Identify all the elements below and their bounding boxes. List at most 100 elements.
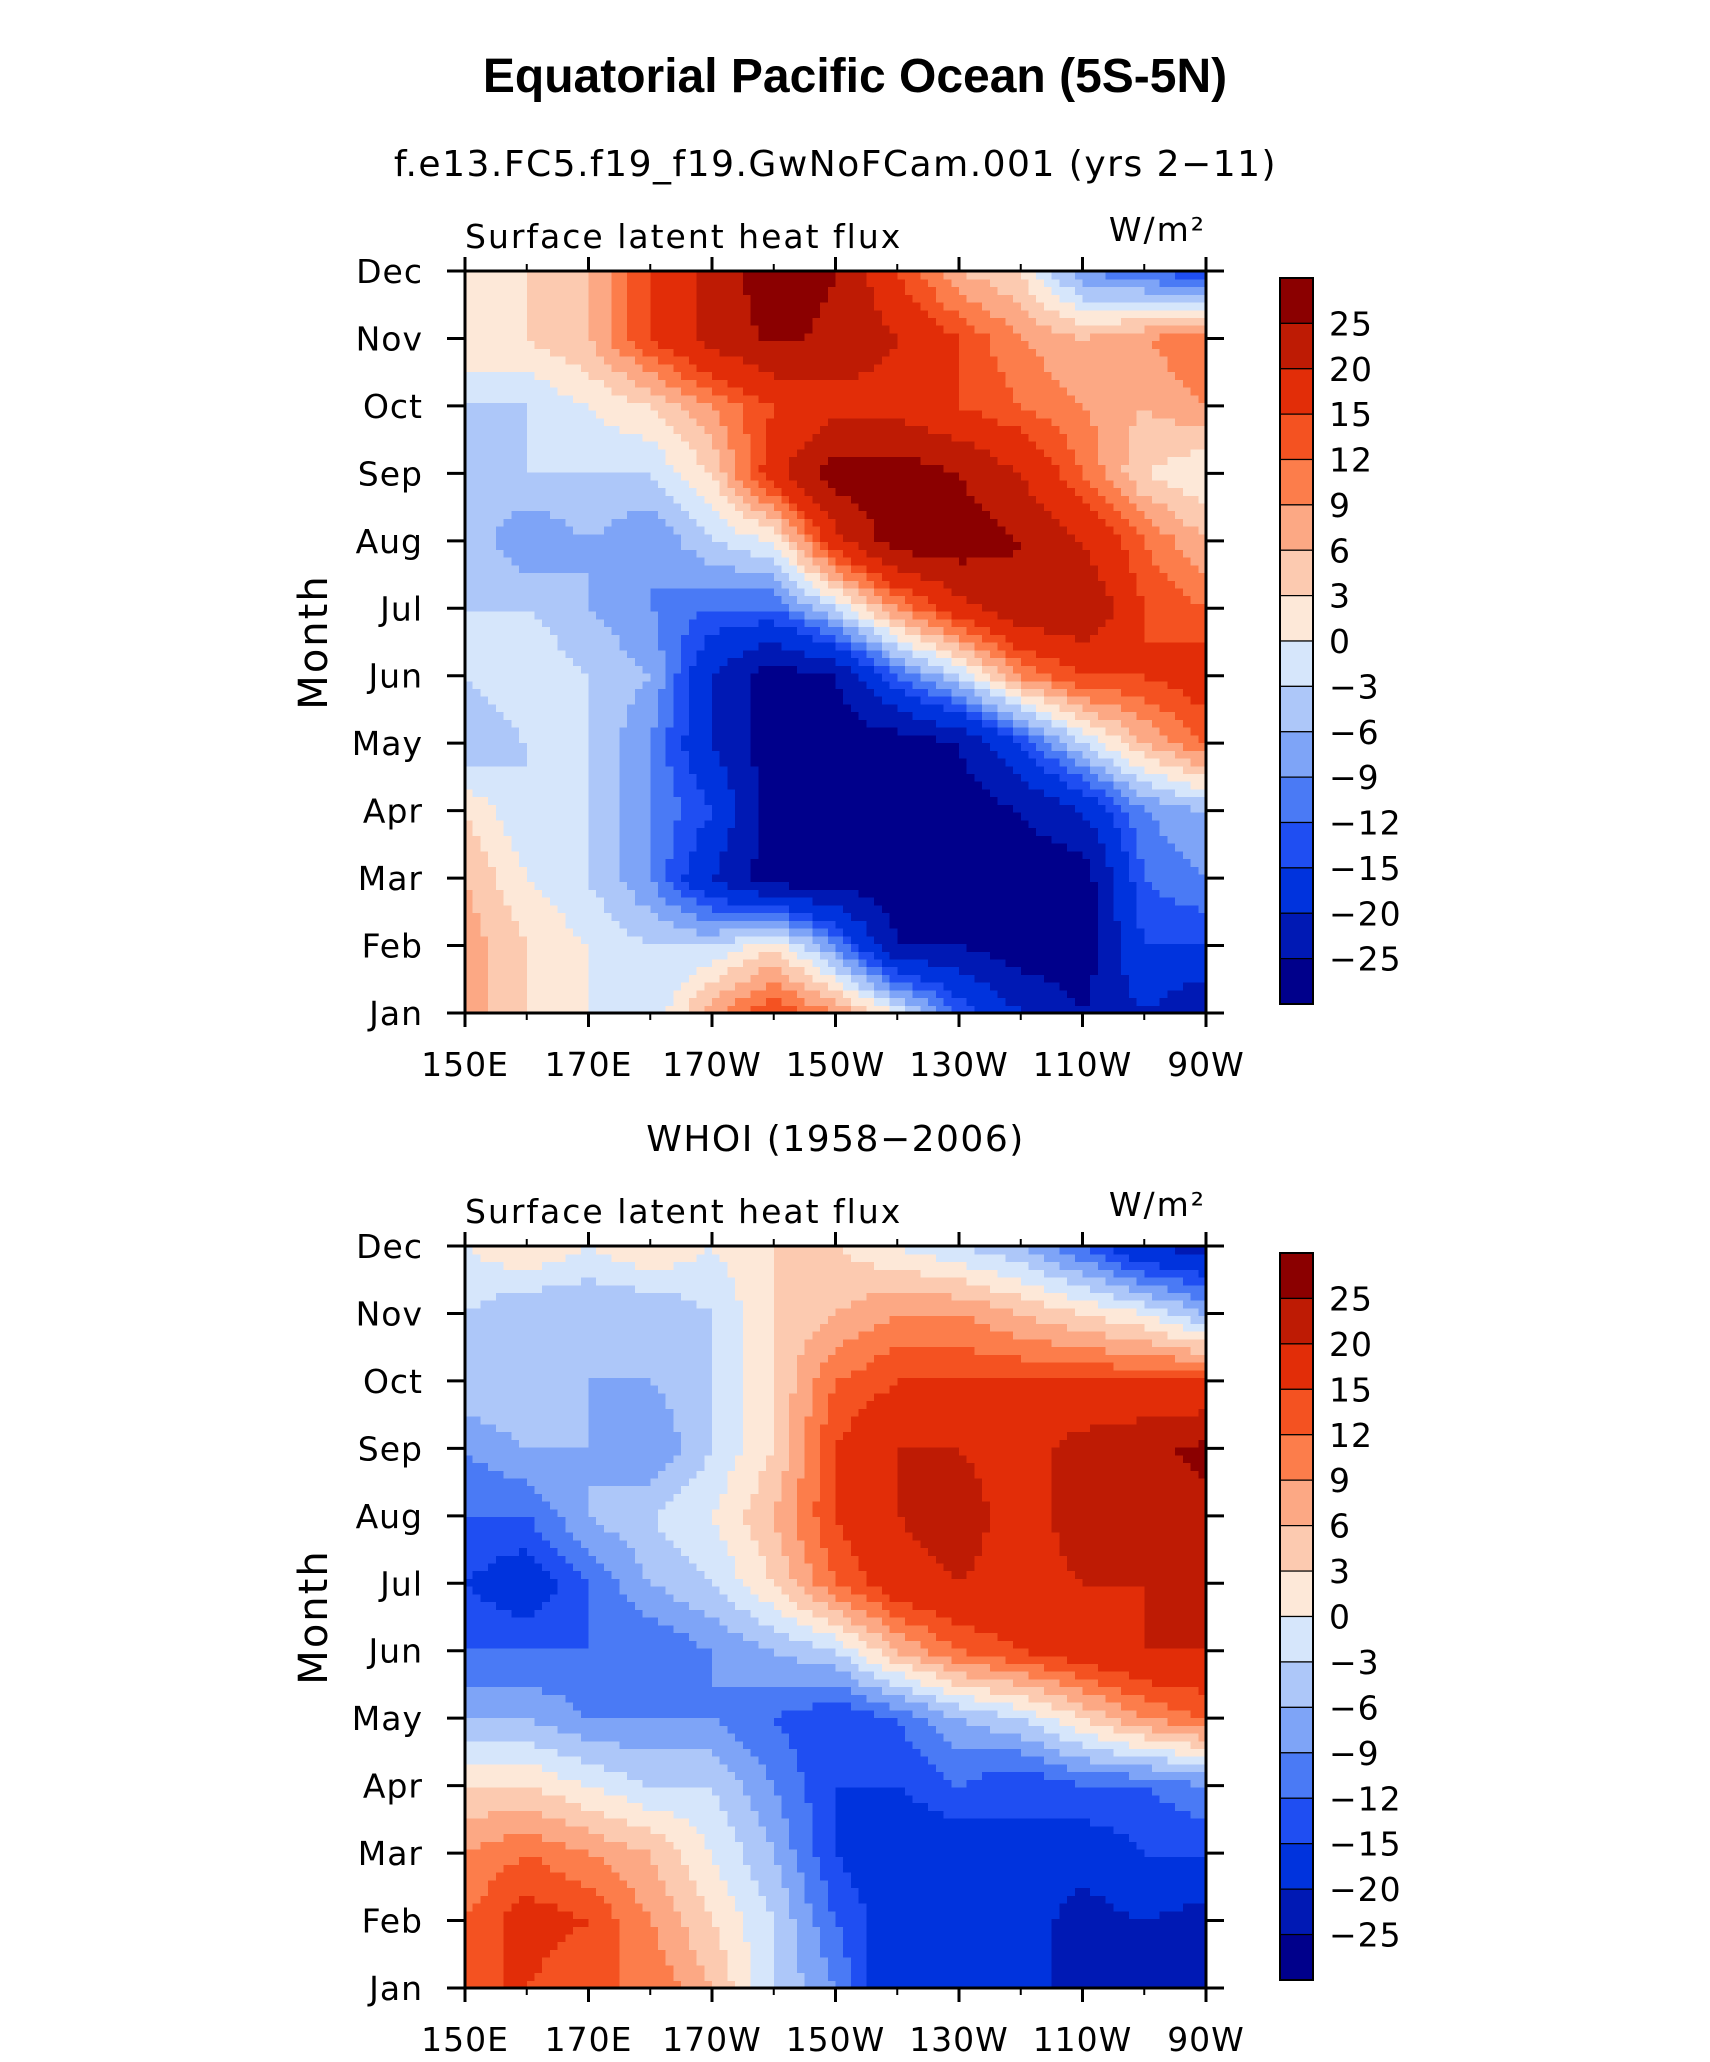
contour-cell xyxy=(549,804,559,813)
contour-cell xyxy=(1113,927,1122,937)
contour-cell xyxy=(1175,974,1184,983)
contour-cell xyxy=(573,665,582,674)
contour-cell xyxy=(789,897,798,906)
contour-cell xyxy=(642,649,651,659)
contour-cell xyxy=(642,788,651,798)
contour-cell xyxy=(820,618,829,628)
contour-cell xyxy=(495,757,505,767)
contour-cell xyxy=(511,734,520,744)
contour-cell xyxy=(603,966,613,975)
contour-cell xyxy=(812,881,821,890)
contour-cell xyxy=(1190,974,1199,983)
contour-cell xyxy=(1121,696,1130,705)
contour-cell xyxy=(1113,804,1122,813)
contour-cell xyxy=(974,873,983,883)
contour-cell xyxy=(642,672,651,682)
contour-cell xyxy=(1159,796,1169,805)
contour-cell xyxy=(480,974,489,983)
contour-cell xyxy=(1020,889,1030,898)
contour-cell xyxy=(1175,866,1184,875)
contour-cell xyxy=(1020,873,1030,883)
contour-cell xyxy=(573,734,582,744)
contour-cell xyxy=(881,796,891,805)
contour-cell xyxy=(627,966,636,975)
contour-cell xyxy=(1113,958,1122,968)
contour-cell xyxy=(696,796,705,805)
contour-cell xyxy=(480,742,489,751)
contour-cell xyxy=(611,719,620,728)
contour-cell xyxy=(1059,897,1068,906)
contour-cell xyxy=(534,734,543,744)
contour-cell xyxy=(1097,618,1107,628)
contour-cell xyxy=(858,696,867,705)
contour-cell xyxy=(796,850,806,860)
contour-cell xyxy=(1144,866,1153,875)
contour-cell xyxy=(742,765,752,774)
contour-cell xyxy=(1097,881,1107,890)
contour-cell xyxy=(773,935,783,945)
contour-cell xyxy=(1190,642,1199,651)
contour-cell xyxy=(503,781,512,790)
contour-cell xyxy=(573,912,582,921)
contour-cell xyxy=(866,920,875,929)
contour-cell xyxy=(557,974,566,983)
contour-cell xyxy=(1043,773,1053,782)
contour-cell xyxy=(904,796,914,805)
contour-cell xyxy=(588,788,597,798)
contour-cell xyxy=(982,912,991,921)
contour-cell xyxy=(889,750,898,759)
contour-cell xyxy=(603,642,613,651)
contour-cell xyxy=(1043,703,1053,713)
contour-cell xyxy=(611,850,620,860)
contour-cell xyxy=(542,611,551,620)
contour-cell xyxy=(1105,688,1114,697)
contour-cell xyxy=(928,842,937,852)
contour-cell xyxy=(1074,657,1084,666)
contour-cell xyxy=(526,920,536,929)
contour-cell xyxy=(835,657,844,666)
contour-cell xyxy=(1128,788,1138,798)
contour-cell xyxy=(650,719,659,728)
contour-cell xyxy=(827,842,837,852)
contour-cell xyxy=(665,796,675,805)
contour-cell xyxy=(565,680,574,689)
contour-cell xyxy=(1128,742,1138,751)
contour-cell xyxy=(580,842,590,852)
contour-cell xyxy=(542,626,551,635)
contour-cell xyxy=(611,680,620,689)
contour-cell xyxy=(542,858,551,867)
contour-cell xyxy=(866,734,875,744)
contour-cell xyxy=(603,649,613,659)
contour-cell xyxy=(1020,665,1030,674)
contour-cell xyxy=(1090,904,1099,914)
contour-cell xyxy=(959,665,968,674)
contour-cell xyxy=(1051,703,1060,713)
contour-cell xyxy=(596,989,605,999)
contour-cell xyxy=(920,897,929,906)
contour-cell xyxy=(503,765,512,774)
contour-cell xyxy=(719,812,729,821)
contour-cell xyxy=(866,943,875,952)
contour-cell xyxy=(688,773,698,782)
contour-cell xyxy=(850,765,860,774)
contour-cell xyxy=(673,796,682,805)
contour-cell xyxy=(495,912,505,921)
contour-cell xyxy=(511,812,520,821)
contour-cell xyxy=(812,649,821,659)
contour-cell xyxy=(650,711,659,720)
contour-cell xyxy=(904,881,914,890)
contour-cell xyxy=(1082,881,1091,890)
contour-cell xyxy=(889,734,898,744)
contour-cell xyxy=(503,703,512,713)
contour-cell xyxy=(781,935,790,945)
contour-cell xyxy=(928,927,937,937)
contour-cell xyxy=(766,734,775,744)
contour-cell xyxy=(657,835,667,844)
contour-cell xyxy=(866,796,875,805)
contour-cell xyxy=(1067,897,1076,906)
contour-cell xyxy=(1182,657,1192,666)
contour-cell xyxy=(650,796,659,805)
contour-cell xyxy=(1067,611,1076,620)
contour-cell xyxy=(611,997,620,1006)
contour-cell xyxy=(997,982,1006,991)
